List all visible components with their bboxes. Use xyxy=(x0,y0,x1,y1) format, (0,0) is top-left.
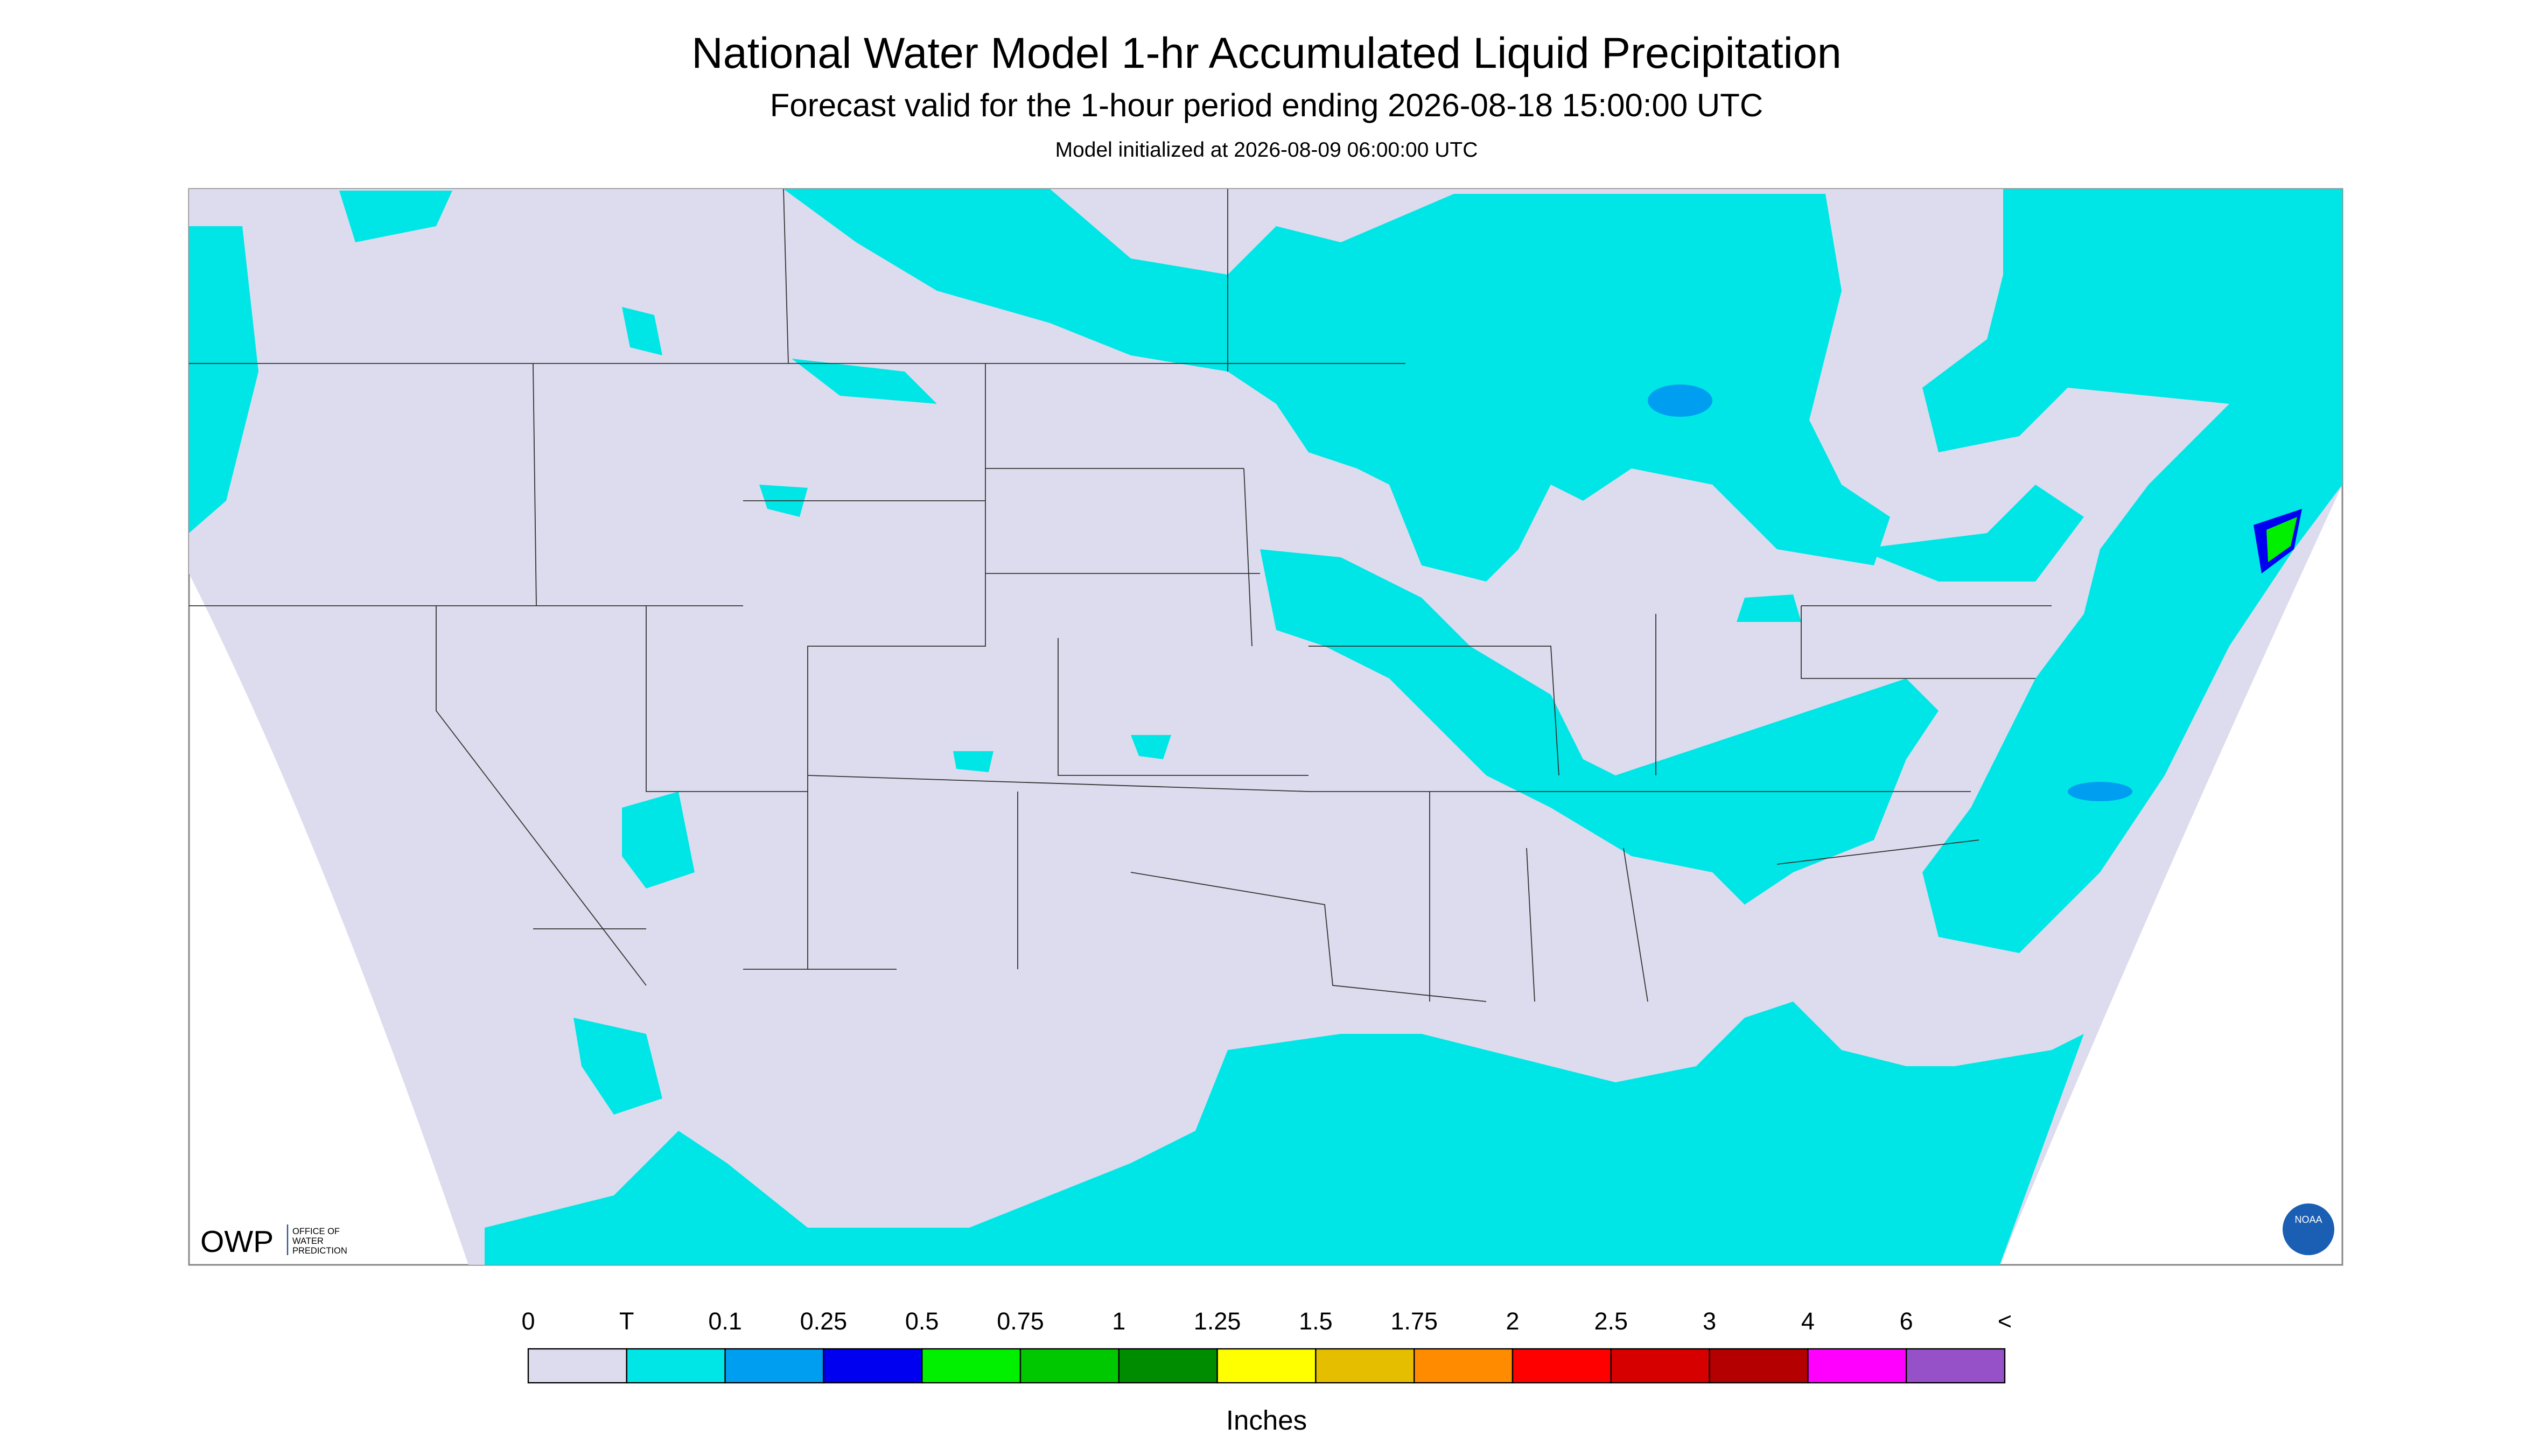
legend-swatch xyxy=(1709,1348,1809,1384)
logo-text: OWP xyxy=(200,1224,274,1259)
legend-label: 2 xyxy=(1506,1307,1519,1335)
subtitle: Forecast valid for the 1-hour period end… xyxy=(770,87,1763,123)
legend-swatch xyxy=(1118,1348,1218,1384)
legend-swatch xyxy=(1905,1348,2006,1384)
legend-swatch xyxy=(1019,1348,1120,1384)
legend-label: 1.75 xyxy=(1390,1307,1438,1335)
legend: 0 T 0.1 0.25 0.5 0.75 1 1.25 1.5 1.75 2 2.5 3 4 6 < xyxy=(521,1307,2012,1384)
legend-label: 3 xyxy=(1703,1307,1716,1335)
logo-line: OFFICE OF xyxy=(292,1227,340,1236)
legend-label: 1.25 xyxy=(1194,1307,1241,1335)
legend-label: 0 xyxy=(521,1307,535,1335)
logo-line: PREDICTION xyxy=(292,1246,347,1256)
legend-label: T xyxy=(619,1307,634,1335)
legend-swatch xyxy=(527,1348,628,1384)
legend-label: 4 xyxy=(1801,1307,1815,1335)
legend-swatch xyxy=(626,1348,726,1384)
legend-swatch xyxy=(823,1348,923,1384)
init-time: Model initialized at 2026-08-09 06:00:00… xyxy=(1055,138,1478,162)
title: National Water Model 1-hr Accumulated Li… xyxy=(691,29,1842,78)
legend-label: < xyxy=(1998,1307,2012,1335)
legend-swatch xyxy=(1216,1348,1317,1384)
legend-swatch xyxy=(1512,1348,1612,1384)
legend-swatch xyxy=(1414,1348,1514,1384)
boundaries xyxy=(189,188,2052,1002)
legend-units: Inches xyxy=(1226,1405,1307,1436)
map: OWP OFFICE OF WATER PREDICTION NOAA xyxy=(188,188,2343,1266)
legend-label: 0.5 xyxy=(905,1307,939,1335)
legend-swatch xyxy=(1315,1348,1415,1384)
noaa-badge xyxy=(2283,1203,2334,1256)
legend-swatch xyxy=(1807,1348,1907,1384)
precip-heavy xyxy=(1648,384,2302,802)
legend-label: 6 xyxy=(1900,1307,1913,1335)
noaa-text: NOAA xyxy=(2294,1214,2322,1225)
legend-label: 1 xyxy=(1112,1307,1125,1335)
legend-label: 0.25 xyxy=(800,1307,848,1335)
legend-swatch xyxy=(1610,1348,1710,1384)
logo-line: WATER xyxy=(292,1236,324,1246)
legend-label: 2.5 xyxy=(1594,1307,1628,1335)
legend-swatch xyxy=(724,1348,824,1384)
legend-swatch xyxy=(921,1348,1021,1384)
legend-label: 0.1 xyxy=(708,1307,742,1335)
legend-label: 0.75 xyxy=(997,1307,1044,1335)
legend-label: 1.5 xyxy=(1299,1307,1333,1335)
